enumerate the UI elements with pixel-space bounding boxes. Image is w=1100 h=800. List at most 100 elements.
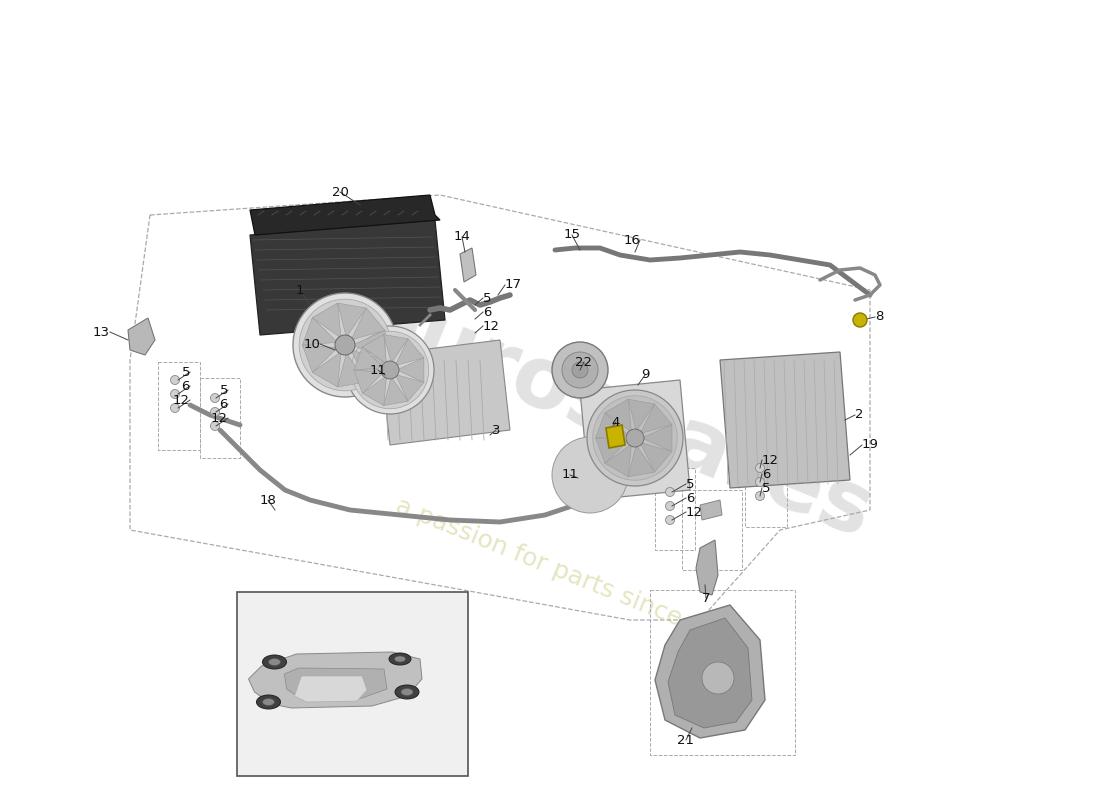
Bar xyxy=(654,468,695,550)
Text: 19: 19 xyxy=(862,438,879,451)
Circle shape xyxy=(552,342,608,398)
Text: 20: 20 xyxy=(331,186,349,198)
Polygon shape xyxy=(397,358,424,382)
Polygon shape xyxy=(250,220,446,335)
Polygon shape xyxy=(595,438,628,463)
Polygon shape xyxy=(640,404,672,434)
Circle shape xyxy=(336,335,355,355)
Text: 9: 9 xyxy=(641,369,649,382)
Text: 4: 4 xyxy=(612,415,620,429)
Text: 7: 7 xyxy=(702,591,711,605)
Text: 16: 16 xyxy=(623,234,640,246)
Text: 6: 6 xyxy=(762,467,770,481)
Circle shape xyxy=(756,491,764,501)
Circle shape xyxy=(562,352,598,388)
Text: 18: 18 xyxy=(260,494,276,506)
Ellipse shape xyxy=(263,655,286,669)
Circle shape xyxy=(170,390,179,398)
Bar xyxy=(236,592,468,776)
Polygon shape xyxy=(302,318,338,345)
Polygon shape xyxy=(338,303,366,337)
Polygon shape xyxy=(249,652,422,708)
Circle shape xyxy=(756,463,764,473)
Text: eurospares: eurospares xyxy=(348,275,884,557)
Text: 6: 6 xyxy=(220,398,228,410)
Polygon shape xyxy=(700,500,722,520)
Polygon shape xyxy=(605,399,631,432)
Polygon shape xyxy=(302,345,338,373)
Polygon shape xyxy=(595,413,628,438)
Polygon shape xyxy=(580,380,690,500)
Polygon shape xyxy=(640,442,672,472)
Polygon shape xyxy=(285,668,387,699)
Text: 5: 5 xyxy=(483,291,492,305)
Bar xyxy=(200,378,240,458)
Circle shape xyxy=(210,422,220,430)
Text: 5: 5 xyxy=(182,366,190,378)
Text: 1: 1 xyxy=(296,283,305,297)
Polygon shape xyxy=(312,352,341,387)
Circle shape xyxy=(666,515,674,525)
Ellipse shape xyxy=(256,695,280,709)
Polygon shape xyxy=(668,618,752,728)
Polygon shape xyxy=(353,330,385,360)
Ellipse shape xyxy=(263,698,275,706)
Text: 12: 12 xyxy=(686,506,703,518)
Circle shape xyxy=(666,502,674,510)
Ellipse shape xyxy=(268,658,280,666)
Bar xyxy=(650,590,795,755)
Circle shape xyxy=(572,362,588,378)
Polygon shape xyxy=(720,352,850,488)
Circle shape xyxy=(702,662,734,694)
Circle shape xyxy=(210,407,220,417)
Polygon shape xyxy=(460,248,476,282)
Polygon shape xyxy=(605,444,631,477)
Text: 12: 12 xyxy=(483,319,500,333)
Text: 6: 6 xyxy=(483,306,492,318)
Text: 6: 6 xyxy=(686,491,694,505)
Text: 22: 22 xyxy=(575,355,593,369)
Bar xyxy=(745,447,786,527)
Text: 5: 5 xyxy=(220,383,228,397)
Circle shape xyxy=(170,375,179,385)
Polygon shape xyxy=(128,318,155,355)
Bar xyxy=(682,490,742,570)
Text: 5: 5 xyxy=(686,478,694,490)
Polygon shape xyxy=(312,303,341,338)
Circle shape xyxy=(587,390,683,486)
Text: 11: 11 xyxy=(561,469,579,482)
Circle shape xyxy=(666,487,674,497)
Text: 12: 12 xyxy=(762,454,779,466)
Text: 5: 5 xyxy=(762,482,770,494)
Polygon shape xyxy=(379,340,510,445)
Text: 12: 12 xyxy=(211,411,228,425)
Circle shape xyxy=(210,394,220,402)
Polygon shape xyxy=(362,334,386,364)
Ellipse shape xyxy=(402,689,412,695)
Polygon shape xyxy=(295,676,367,702)
Circle shape xyxy=(381,361,399,379)
Polygon shape xyxy=(696,540,718,595)
Text: 14: 14 xyxy=(453,230,471,243)
Circle shape xyxy=(170,403,179,413)
Circle shape xyxy=(756,478,764,486)
Polygon shape xyxy=(250,195,440,235)
Polygon shape xyxy=(354,346,384,370)
Text: 17: 17 xyxy=(505,278,522,291)
Circle shape xyxy=(552,437,628,513)
Text: 11: 11 xyxy=(370,363,386,377)
Text: 13: 13 xyxy=(94,326,110,338)
Polygon shape xyxy=(395,338,424,366)
Polygon shape xyxy=(606,425,625,448)
Circle shape xyxy=(593,396,678,480)
Ellipse shape xyxy=(395,656,406,662)
Polygon shape xyxy=(338,353,366,387)
Polygon shape xyxy=(384,377,408,406)
Polygon shape xyxy=(362,376,386,406)
Polygon shape xyxy=(351,350,385,382)
Text: 8: 8 xyxy=(874,310,883,323)
Polygon shape xyxy=(395,374,424,402)
Polygon shape xyxy=(628,399,654,431)
Bar xyxy=(158,362,200,450)
Polygon shape xyxy=(628,445,654,477)
